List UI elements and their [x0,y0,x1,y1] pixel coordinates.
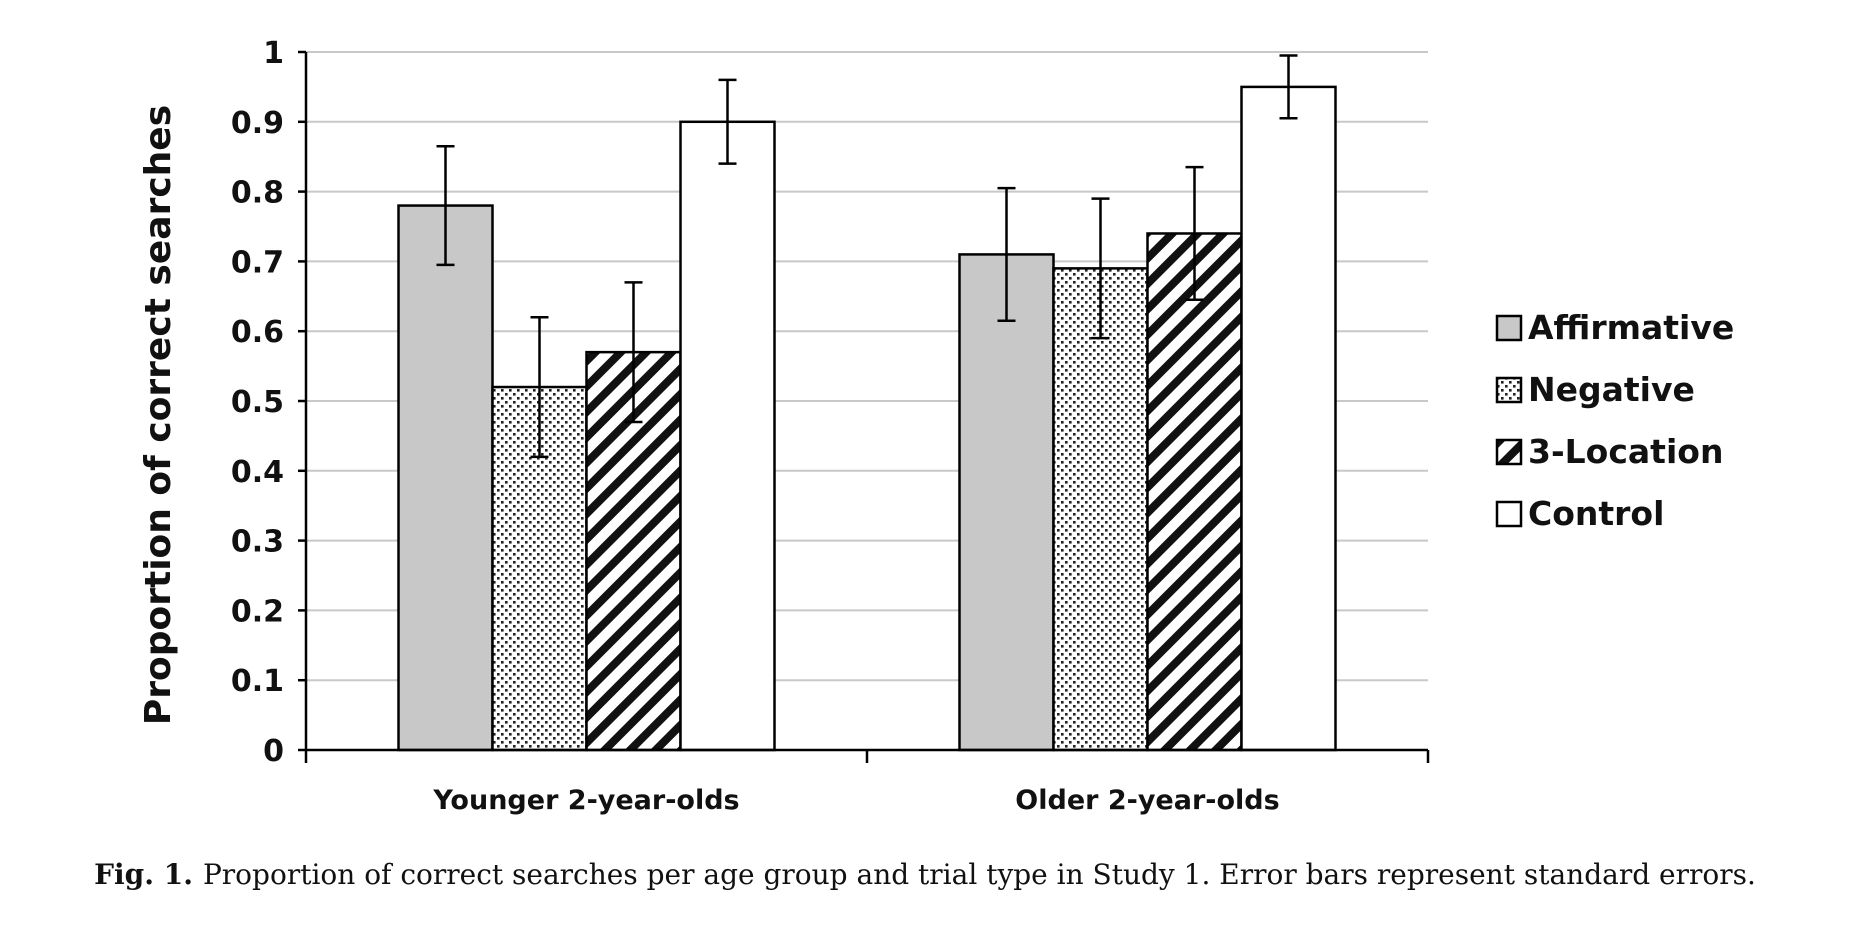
legend-swatch-affirmative [1495,314,1523,342]
caption-label: Fig. 1. [94,858,193,891]
figure-caption: Fig. 1. Proportion of correct searches pe… [0,858,1850,891]
legend: Affirmative Negative 3-Location Control [1495,308,1734,533]
y-tick-label: 0.8 [231,176,284,211]
bar-affirmative [958,253,1055,752]
legend-label-affirmative: Affirmative [1528,308,1734,347]
y-tick-label: 0.1 [231,664,284,699]
bar-affirmative [397,204,494,752]
y-tick-label: 1 [263,36,284,71]
legend-swatch-control [1495,500,1523,528]
bar-chart: 0 0.1 0.2 0.3 0.4 0.5 0.6 0.7 0.8 0.9 1 Younger 2-… [138,36,1734,816]
legend-label-negative: Negative [1528,370,1695,409]
y-tick-label: 0.2 [231,594,284,629]
legend-label-3-location: 3-Location [1528,432,1723,471]
y-tick-label: 0.3 [231,525,284,560]
y-tick-label: 0.5 [231,385,284,420]
y-tick-label: 0.4 [231,455,284,490]
legend-swatch-negative [1495,376,1523,404]
error-bars [436,54,1298,459]
y-axis-label: Proportion of correct searches [138,105,179,725]
bar-control [679,120,776,752]
x-category-label: Younger 2-year-olds [432,785,739,816]
x-category-label: Older 2-year-olds [1015,785,1279,816]
bar-negative [1052,267,1149,752]
legend-label-control: Control [1528,494,1664,533]
y-tick-label: 0.7 [231,245,284,280]
bar-control [1240,85,1337,752]
axes [298,50,1430,763]
y-tick-label: 0.6 [231,315,284,350]
y-tick-labels: 0 0.1 0.2 0.3 0.4 0.5 0.6 0.7 0.8 0.9 1 [231,36,284,769]
y-tick-label: 0.9 [231,106,284,141]
y-tick-label: 0 [263,734,284,769]
x-category-labels: Younger 2-year-olds Older 2-year-olds [432,785,1279,816]
bar-3-location [1146,232,1243,752]
legend-swatch-3-location [1495,438,1523,466]
caption-text: Proportion of correct searches per age g… [202,858,1756,891]
